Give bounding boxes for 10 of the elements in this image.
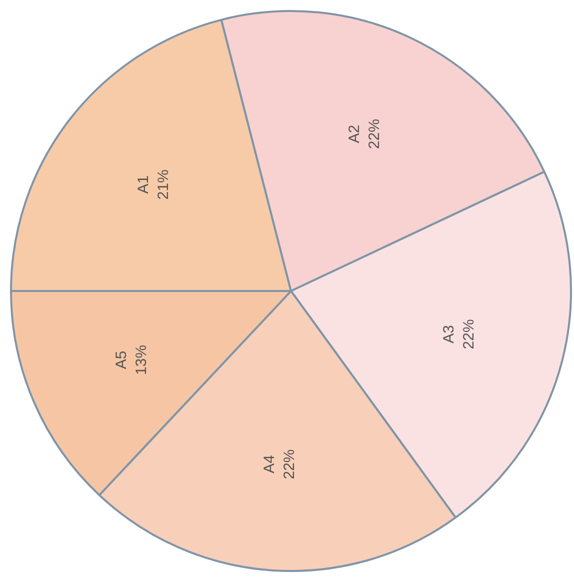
data-label: 22% xyxy=(281,449,298,480)
data-label: 22% xyxy=(460,319,478,350)
slice-label: A1 xyxy=(134,175,152,194)
slice-label: A2 xyxy=(346,124,364,144)
slice-label: A4 xyxy=(261,455,278,474)
slice-label: A3 xyxy=(440,324,458,344)
data-label: 21% xyxy=(154,170,172,200)
data-label: 13% xyxy=(132,344,150,375)
slice-label: A5 xyxy=(112,350,130,370)
data-label: 22% xyxy=(366,118,384,149)
